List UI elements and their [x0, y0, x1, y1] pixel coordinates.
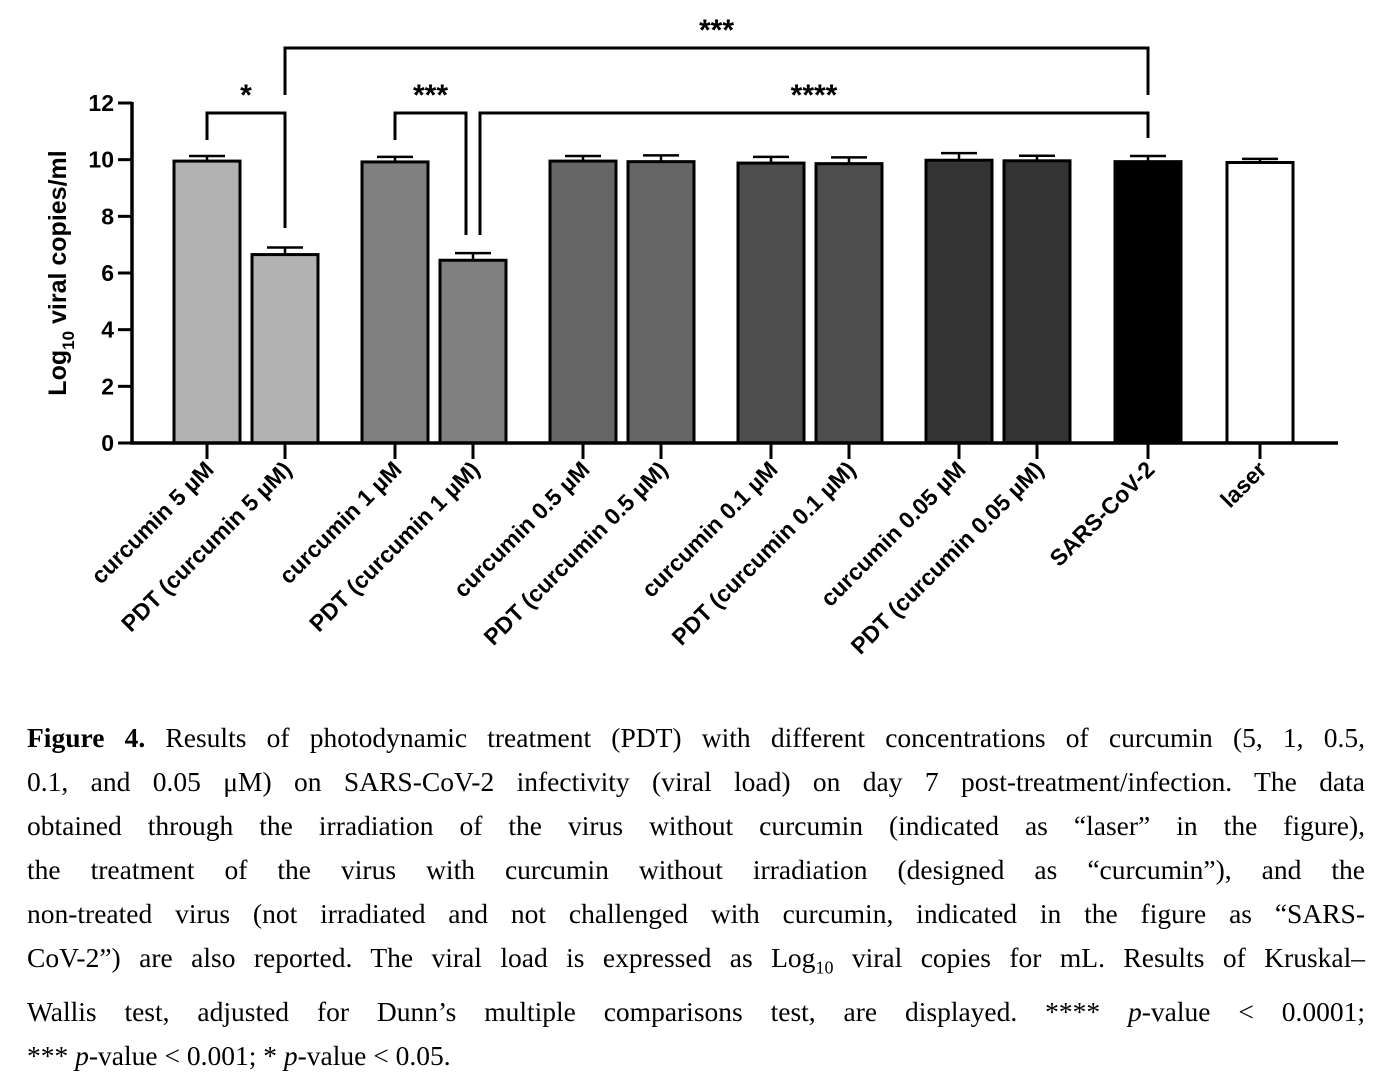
bar — [736, 161, 806, 445]
bar — [172, 159, 242, 445]
y-tick-label: 0 — [101, 430, 114, 456]
bar — [924, 158, 994, 445]
significance-bracket — [478, 111, 1150, 235]
significance-bracket — [205, 111, 287, 228]
y-axis-label: Log10 viral copies/ml — [44, 150, 78, 395]
y-tick-label: 2 — [101, 373, 114, 399]
bar — [1225, 161, 1295, 445]
bar — [1002, 159, 1072, 445]
x-tick-label: SARS-CoV-2 — [1044, 456, 1159, 571]
significance-bracket — [393, 111, 468, 235]
bar — [548, 159, 618, 445]
caption-label: Figure 4. — [27, 722, 146, 753]
significance-label: *** — [699, 14, 734, 47]
x-tick-label: laser — [1215, 456, 1271, 512]
figure-caption: Figure 4. Results of photodynamic treatm… — [27, 722, 1366, 1071]
bar — [626, 160, 696, 445]
bar — [438, 258, 508, 445]
y-tick-label: 8 — [101, 203, 114, 229]
y-tick-label: 10 — [88, 147, 114, 173]
bar — [250, 253, 320, 445]
bar — [1113, 160, 1183, 445]
y-tick-label: 6 — [101, 260, 114, 286]
significance-label: **** — [791, 79, 838, 112]
significance-label: * — [240, 79, 252, 112]
bar — [360, 160, 430, 445]
bar — [814, 162, 884, 445]
y-tick-label: 12 — [88, 90, 114, 116]
y-tick-label: 4 — [101, 317, 114, 343]
significance-bracket — [283, 46, 1150, 95]
significance-label: *** — [413, 79, 448, 112]
